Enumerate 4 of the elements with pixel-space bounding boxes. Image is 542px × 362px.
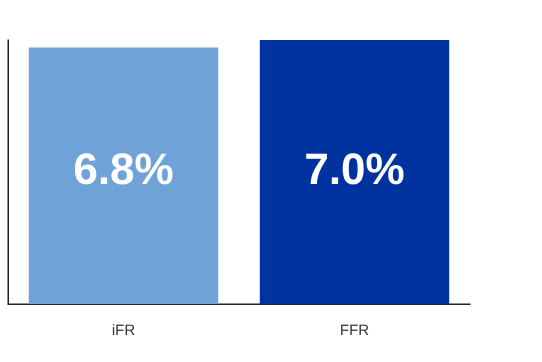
x-tick-label: FFR [340, 322, 370, 340]
data-label: 7.0% [304, 145, 405, 194]
x-tick-label: iFR [112, 322, 136, 340]
data-label: 6.8% [73, 145, 174, 194]
